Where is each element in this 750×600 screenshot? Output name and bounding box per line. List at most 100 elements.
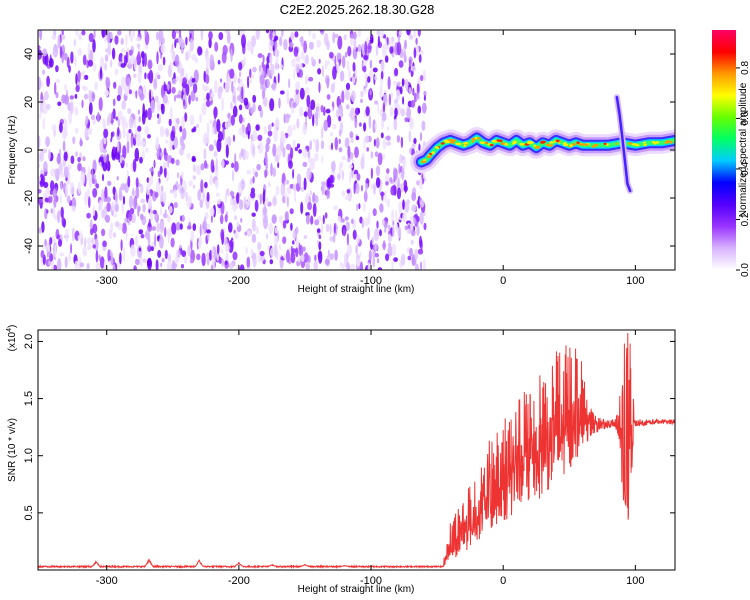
noise-blob xyxy=(333,222,336,234)
noise-blob xyxy=(381,43,387,58)
noise-blob xyxy=(354,68,357,80)
noise-blob xyxy=(238,71,242,78)
noise-blob xyxy=(251,35,256,47)
snr-plot-area xyxy=(38,332,675,570)
noise-blob xyxy=(422,258,426,270)
noise-blob xyxy=(313,260,318,270)
noise-blob xyxy=(423,222,427,231)
noise-blob xyxy=(305,54,309,65)
noise-blob xyxy=(120,48,126,53)
noise-blob xyxy=(359,122,362,127)
noise-blob xyxy=(173,136,178,149)
noise-blob xyxy=(86,212,91,219)
noise-blob xyxy=(117,85,123,98)
spectrogram-y-ticks: -40 -20 0 20 40 xyxy=(23,48,675,254)
noise-blob xyxy=(158,114,161,123)
noise-blob xyxy=(170,60,173,69)
noise-blob xyxy=(84,93,89,100)
noise-blob xyxy=(191,54,197,61)
noise-blob xyxy=(61,34,66,40)
noise-blob xyxy=(182,127,187,140)
noise-blob xyxy=(65,184,69,198)
noise-blob xyxy=(367,76,371,83)
noise-blob xyxy=(87,43,91,55)
noise-blob xyxy=(406,106,411,120)
noise-blob xyxy=(408,130,412,143)
noise-blob xyxy=(281,196,286,204)
noise-blob xyxy=(163,166,167,178)
noise-blob xyxy=(68,65,71,73)
noise-blob xyxy=(138,229,144,235)
noise-blob xyxy=(110,131,113,140)
noise-blob xyxy=(302,161,308,168)
noise-blob xyxy=(240,217,243,223)
noise-blob xyxy=(113,232,116,238)
noise-blob xyxy=(207,232,210,241)
noise-blob xyxy=(255,124,260,131)
noise-blob xyxy=(40,250,45,259)
ridge-hotspot xyxy=(491,139,497,143)
noise-blob xyxy=(374,76,378,81)
noise-blob xyxy=(292,102,297,108)
noise-blob xyxy=(375,137,380,149)
noise-blob xyxy=(300,186,305,192)
noise-blob xyxy=(419,132,423,142)
noise-blob xyxy=(377,101,380,115)
noise-blob xyxy=(347,46,352,57)
noise-blob xyxy=(101,228,106,237)
noise-blob xyxy=(381,191,384,201)
noise-blob xyxy=(58,238,62,247)
noise-blob xyxy=(241,86,244,100)
noise-blob xyxy=(391,258,394,270)
noise-blob xyxy=(190,230,195,242)
noise-blob xyxy=(110,59,113,68)
noise-blob xyxy=(74,106,79,116)
noise-blob xyxy=(274,41,278,50)
ridge-hotspot xyxy=(576,141,580,144)
y-tick-label: 2.0 xyxy=(23,334,35,349)
noise-blob xyxy=(187,245,191,257)
noise-blob xyxy=(122,145,127,160)
noise-blob xyxy=(259,74,265,86)
noise-blob xyxy=(269,40,275,47)
noise-blob xyxy=(157,74,161,80)
noise-blob xyxy=(246,122,251,136)
noise-blob xyxy=(252,66,257,73)
noise-blob xyxy=(241,34,246,48)
noise-blob xyxy=(381,112,387,122)
noise-blob xyxy=(175,94,181,99)
noise-blob xyxy=(317,68,322,75)
noise-blob xyxy=(74,127,79,134)
noise-blob xyxy=(201,252,206,267)
noise-blob xyxy=(371,236,375,245)
noise-blob xyxy=(229,191,235,196)
y-tick-label: -20 xyxy=(23,190,35,206)
noise-blob xyxy=(363,122,367,132)
ridge-hotspot xyxy=(548,144,554,147)
noise-blob xyxy=(225,144,229,158)
noise-blob xyxy=(172,263,178,268)
noise-blob xyxy=(121,201,124,215)
noise-blob xyxy=(271,82,277,92)
noise-blob xyxy=(44,239,47,247)
noise-blob xyxy=(167,154,170,168)
noise-blob xyxy=(41,81,44,88)
noise-blob xyxy=(307,202,312,211)
noise-blob xyxy=(388,242,392,248)
ridge-hotspot xyxy=(512,140,517,143)
noise-blob xyxy=(61,126,67,141)
snr-scale-factor: (x104) xyxy=(6,325,18,352)
noise-blob xyxy=(197,189,201,201)
noise-blob xyxy=(376,30,381,36)
noise-blob xyxy=(137,51,141,63)
noise-blob xyxy=(238,104,243,111)
noise-blob xyxy=(257,134,263,141)
ridge-hotspot xyxy=(519,143,524,146)
noise-blob xyxy=(42,117,45,130)
noise-blob xyxy=(329,51,334,59)
noise-blob xyxy=(272,30,275,40)
noise-blob xyxy=(200,179,204,194)
noise-blob xyxy=(160,262,163,267)
noise-blob xyxy=(138,30,141,35)
noise-blob xyxy=(135,134,141,147)
